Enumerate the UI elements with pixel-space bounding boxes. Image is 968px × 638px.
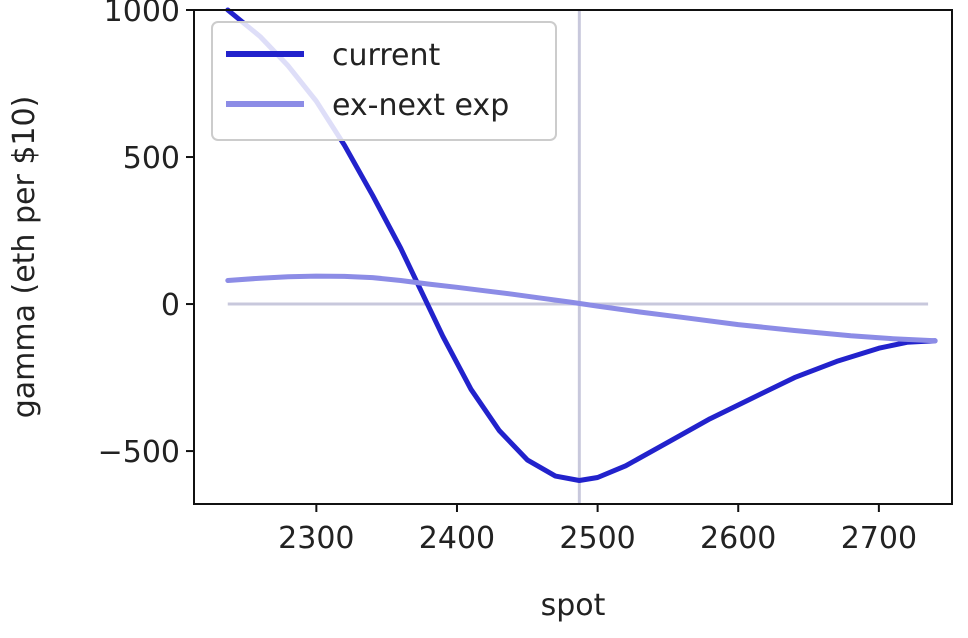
x-axis-label: spot: [541, 588, 606, 623]
x-axis: 2300 2400 2500 2600 2700: [278, 504, 917, 556]
plot-frame: [193, 9, 953, 505]
y-tick-label: 500: [123, 141, 180, 176]
x-tick-label: 2300: [278, 521, 354, 556]
y-tick-label: −500: [98, 435, 180, 470]
legend-label-current: current: [332, 38, 440, 73]
y-axis-label: gamma (eth per $10): [7, 96, 42, 419]
x-tick-label: 2600: [700, 521, 776, 556]
x-tick-label: 2500: [559, 521, 635, 556]
y-tick-label: 1000: [104, 0, 180, 29]
legend-label-ex-next-exp: ex-next exp: [332, 88, 509, 123]
x-tick-label: 2700: [841, 521, 917, 556]
y-axis: −500 0 500 1000: [98, 0, 194, 470]
legend: current ex-next exp: [211, 21, 557, 141]
series-line-ex-next-exp: [225, 273, 938, 344]
y-tick-label: 0: [161, 288, 180, 323]
x-tick-label: 2400: [419, 521, 495, 556]
